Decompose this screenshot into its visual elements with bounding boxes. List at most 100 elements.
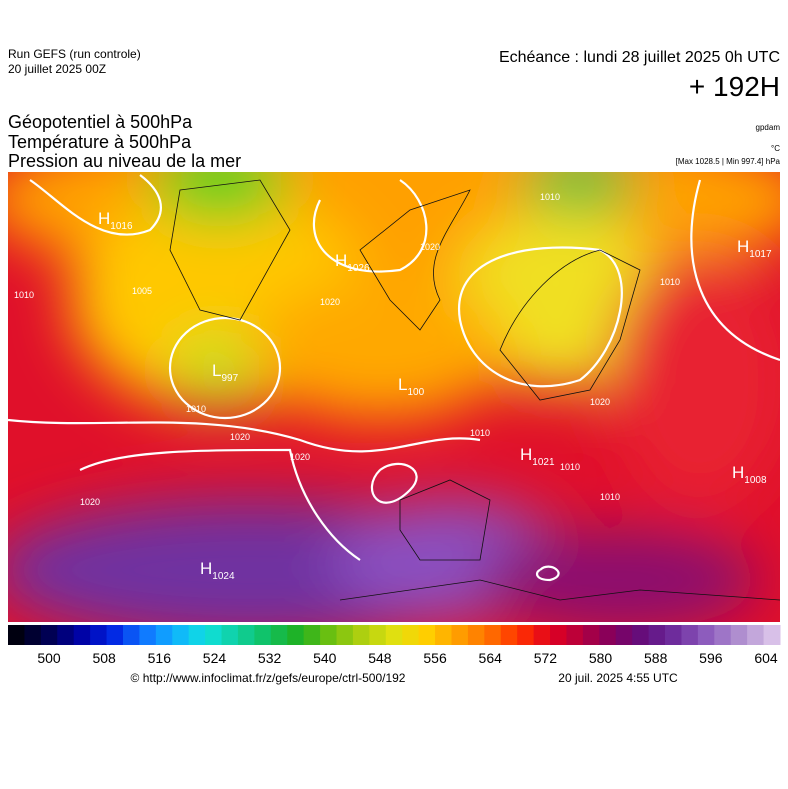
unit-label: °C: [771, 144, 780, 153]
isobar-label: 1010: [600, 492, 620, 502]
isobar-label: 1010: [660, 277, 680, 287]
colorbar-swatch: [73, 625, 91, 645]
colorbar-swatch: [517, 625, 535, 645]
center-value: 1017: [749, 249, 772, 260]
colorbar-swatch: [418, 625, 436, 645]
colorbar: 500 508 516 524 532 540 548 556 564 572 580 588 596 6…: [8, 625, 781, 666]
center-letter: H: [520, 445, 532, 464]
isobar-label: 1020: [320, 297, 340, 307]
colorbar-swatch: [451, 625, 469, 645]
isobar-label: 1020: [420, 242, 440, 252]
run-date: 20 juillet 2025 00Z: [8, 62, 106, 76]
colorbar-swatch: [533, 625, 551, 645]
colorbar-swatch: [484, 625, 502, 645]
colorbar-label: 508: [92, 650, 116, 666]
colorbar-swatch: [106, 625, 124, 645]
isobar-label: 1020: [80, 497, 100, 507]
colorbar-swatch: [287, 625, 305, 645]
colorbar-swatch: [369, 625, 387, 645]
colorbar-label: 540: [313, 650, 337, 666]
field-title: Pression au niveau de la mer: [8, 151, 241, 171]
unit-label: gpdam: [756, 123, 781, 132]
field-title: Température à 500hPa: [8, 132, 192, 152]
center-letter: H: [737, 237, 749, 256]
colorbar-swatch: [24, 625, 42, 645]
source-url: © http://www.infoclimat.fr/z/gefs/europe…: [131, 671, 406, 685]
colorbar-label: 524: [203, 650, 227, 666]
pressure-center: H1008: [732, 463, 767, 486]
colorbar-swatch: [237, 625, 255, 645]
colorbar-swatch: [90, 625, 108, 645]
center-letter: L: [212, 361, 221, 380]
colorbar-swatch: [57, 625, 75, 645]
colorbar-swatch: [303, 625, 321, 645]
field-title: Géopotentiel à 500hPa: [8, 112, 193, 132]
colorbar-swatch: [550, 625, 567, 645]
colorbar-swatch: [155, 625, 173, 645]
colorbar-swatch: [205, 625, 223, 645]
colorbar-label: 572: [534, 650, 558, 666]
unit-label: [Max 1028.5 | Min 997.4] hPa: [676, 157, 781, 166]
colorbar-swatch: [582, 625, 600, 645]
colorbar-label: 516: [148, 650, 172, 666]
colorbar-swatch: [8, 625, 25, 645]
colorbar-swatch: [270, 625, 288, 645]
pressure-center: H1016: [98, 209, 133, 232]
isobar-label: 1020: [230, 432, 250, 442]
colorbar-label: 564: [479, 650, 503, 666]
colorbar-swatch: [599, 625, 617, 645]
colorbar-swatch: [385, 625, 403, 645]
isobar-label: 1010: [540, 192, 560, 202]
pressure-center: H1021: [520, 445, 555, 468]
colorbar-label: 588: [644, 650, 668, 666]
lead-time: + 192H: [689, 71, 780, 102]
colorbar-swatch: [435, 625, 452, 645]
colorbar-swatch: [500, 625, 518, 645]
colorbar-swatch: [566, 625, 584, 645]
colorbar-swatch: [402, 625, 420, 645]
colorbar-swatch: [254, 625, 272, 645]
colorbar-swatch: [648, 625, 666, 645]
issue-time: 20 juil. 2025 4:55 UTC: [558, 671, 678, 685]
colorbar-swatch: [336, 625, 354, 645]
colorbar-swatch: [763, 625, 781, 645]
colorbar-swatch: [697, 625, 715, 645]
center-letter: H: [98, 209, 110, 228]
colorbar-label: 580: [589, 650, 613, 666]
colorbar-label: 532: [258, 650, 282, 666]
isobar-label: 1020: [290, 452, 310, 462]
colorbar-swatch: [632, 625, 650, 645]
colorbar-swatch: [139, 625, 157, 645]
run-label: Run GEFS (run controle): [8, 47, 141, 61]
isobar-label: 1010: [560, 462, 580, 472]
center-letter: H: [335, 251, 347, 270]
pressure-center: H1017: [737, 237, 772, 260]
colorbar-swatch: [40, 625, 58, 645]
colorbar-swatch: [665, 625, 682, 645]
center-value: 100: [407, 387, 424, 398]
pressure-center: L997: [212, 361, 239, 384]
colorbar-swatch: [172, 625, 190, 645]
valid-time: Echéance : lundi 28 juillet 2025 0h UTC: [499, 49, 780, 66]
colorbar-swatch: [122, 625, 140, 645]
center-letter: H: [200, 559, 212, 578]
colorbar-swatch: [221, 625, 239, 645]
colorbar-swatch: [714, 625, 732, 645]
pressure-center: L100: [398, 375, 425, 398]
colorbar-swatch: [188, 625, 206, 645]
colorbar-label: 596: [699, 650, 723, 666]
center-value: 1016: [110, 221, 133, 232]
center-value: 1024: [212, 571, 235, 582]
center-value: 997: [221, 373, 238, 384]
pressure-center: H1024: [200, 559, 235, 582]
center-value: 1026: [347, 263, 370, 274]
center-value: 1021: [532, 457, 555, 468]
center-value: 1008: [744, 475, 767, 486]
isobar-label: 1020: [590, 397, 610, 407]
isobar-label: 1010: [14, 290, 34, 300]
colorbar-swatch: [467, 625, 485, 645]
isobar-label: 1010: [470, 428, 490, 438]
colorbar-label: 500: [37, 650, 61, 666]
